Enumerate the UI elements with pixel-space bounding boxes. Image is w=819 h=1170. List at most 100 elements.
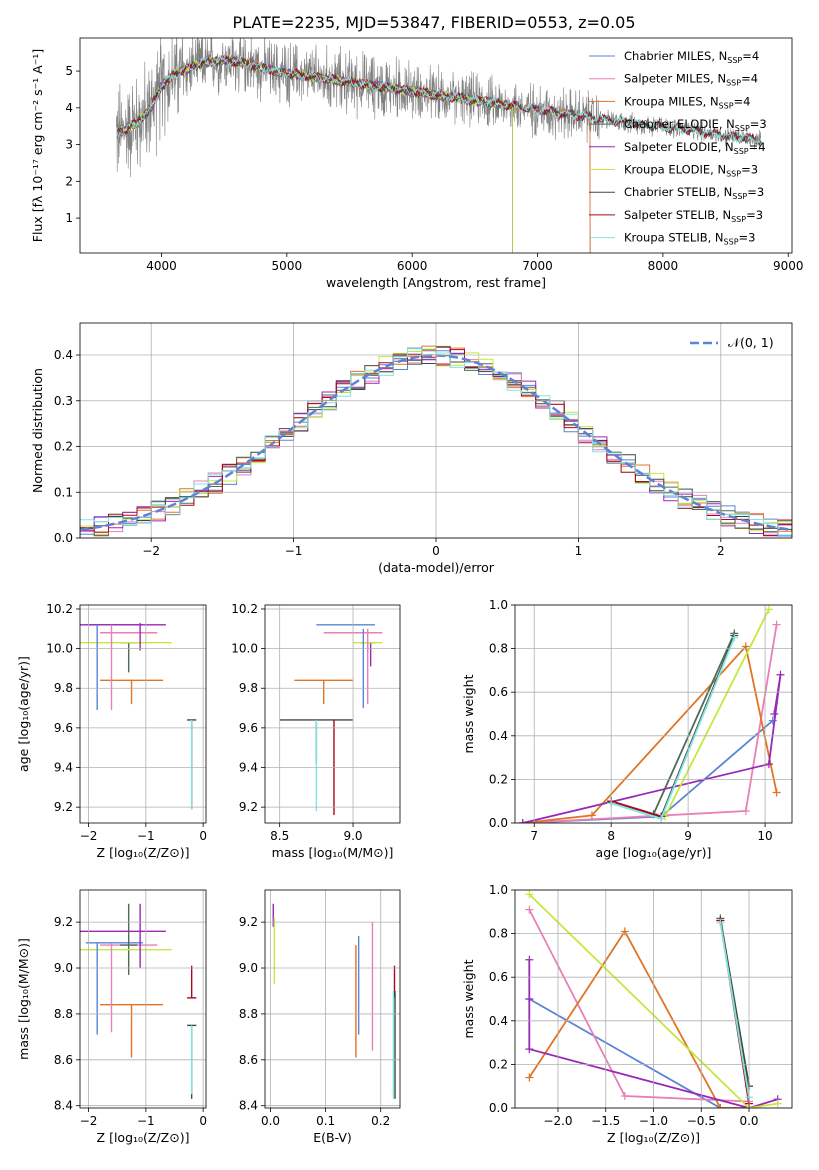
- y-tick-label: 0.0: [489, 816, 508, 830]
- legend-suffix: =4: [749, 140, 766, 154]
- legend-label: 𝒩(0, 1): [728, 335, 774, 350]
- y-tick-label: 10.2: [231, 602, 258, 616]
- y-tick-label: 0.4: [489, 1014, 508, 1028]
- y-tick-label: 0.1: [54, 485, 73, 499]
- weight-marker: [741, 642, 750, 651]
- chart-age_weight: 7 8 9 10 0.0 0.2 0.4 0.6 0.8 1.0 age [log₁₀(age/yr…: [461, 598, 793, 860]
- legend-label: Kroupa MILES, NSSP=4: [624, 94, 750, 110]
- y-tick-label: 10.2: [46, 602, 73, 616]
- y-tick-label: 1.0: [489, 883, 508, 897]
- legend-suffix: =4: [742, 49, 759, 63]
- x-tick-label: −2: [80, 1114, 98, 1128]
- x-tick-label: 8000: [648, 259, 679, 273]
- y-tick-label: 9.8: [239, 681, 258, 695]
- y-tick-label: 0.3: [54, 394, 73, 408]
- weight-marker: [525, 890, 534, 899]
- x-tick-label: 0.0: [261, 1114, 280, 1128]
- weight-line: [528, 929, 749, 1108]
- y-tick-label: 10.0: [231, 642, 258, 656]
- x-axis-label: wavelength [Angstrom, rest frame]: [326, 275, 546, 290]
- chart-mass_age: 8.5 9.0 9.2 9.4 9.6 9.8 10.0 10.2 mass [log₁₀(M/…: [231, 602, 401, 860]
- weight-line: [610, 800, 662, 818]
- y-axis-label: age [log₁₀(age/yr)]: [16, 656, 31, 772]
- x-axis-label: E(B-V): [313, 1130, 352, 1145]
- legend-subscript: SSP: [734, 147, 749, 156]
- legend-label: Kroupa ELODIE, NSSP=3: [624, 163, 758, 179]
- legend-suffix: =3: [750, 117, 767, 131]
- y-tick-label: 8.4: [239, 1099, 258, 1113]
- legend-suffix: =3: [741, 163, 758, 177]
- y-tick-label: 8.8: [239, 1007, 258, 1021]
- x-tick-label: −1: [137, 1114, 155, 1128]
- x-tick-label: −1: [285, 544, 303, 558]
- x-tick-label: 10: [757, 829, 772, 843]
- legend-subscript: SSP: [727, 56, 742, 65]
- y-tick-label: 0.4: [54, 348, 73, 362]
- x-tick-label: 8: [607, 829, 615, 843]
- weight-marker: [657, 814, 666, 823]
- axes-frame: [264, 604, 401, 824]
- weight-marker: [525, 995, 534, 1003]
- weight-marker: [730, 633, 739, 642]
- legend-subscript: SSP: [731, 215, 746, 224]
- y-axis-label: Flux [fλ 10⁻¹⁷ erg cm⁻² s⁻¹ A⁻¹]: [30, 49, 45, 242]
- y-tick-label: 0.4: [489, 729, 508, 743]
- chart-spectrum: 4000 5000 6000 7000 8000 9000 1 2 3 4 5 wavelength …: [30, 37, 804, 290]
- weight-marker: [525, 1045, 534, 1054]
- x-tick-label: 2: [717, 544, 725, 558]
- weight-line: [528, 909, 750, 1103]
- x-tick-label: −2.0: [543, 1114, 572, 1128]
- y-tick-label: 9.6: [54, 721, 73, 735]
- legend-suffix: =3: [747, 185, 764, 199]
- x-axis-label: Z [log₁₀(Z/Z⊙)]: [97, 1130, 190, 1145]
- y-tick-label: 0.6: [489, 970, 508, 984]
- weight-marker: [525, 1073, 534, 1082]
- weight-marker: [587, 811, 596, 820]
- legend-subscript: SSP: [726, 79, 741, 88]
- chart-z_weight: −2.0 −1.5 −1.0 −0.5 0.0 0.0 0.2 0.4 0.6 0.8 1.0 Z […: [461, 883, 793, 1145]
- y-tick-label: 8.4: [54, 1099, 73, 1113]
- legend-label: Chabrier ELODIE, NSSP=3: [624, 117, 767, 133]
- y-tick-label: 9.2: [54, 800, 73, 814]
- legend-suffix: =4: [741, 72, 758, 86]
- x-axis-label: age [log₁₀(age/yr)]: [596, 845, 712, 860]
- chart-z_age: −2 −1 0 9.2 9.4 9.6 9.8 10.0 10.2 Z [log₁₀(Z/Z⊙)]…: [16, 602, 207, 860]
- y-tick-label: 8.6: [239, 1053, 258, 1067]
- weight-marker: [525, 905, 534, 914]
- x-tick-label: 9000: [773, 259, 804, 273]
- weight-marker: [764, 760, 773, 769]
- legend-suffix: =3: [746, 208, 763, 222]
- chart-residuals: −2 −1 0 1 2 0.0 0.1 0.2 0.3 0.4 (data-model)/error…: [30, 322, 793, 575]
- y-tick-label: 9.4: [54, 761, 73, 775]
- x-tick-label: 0: [199, 1114, 207, 1128]
- weight-marker: [518, 819, 527, 823]
- weight-marker: [764, 605, 773, 614]
- weight-line: [610, 637, 736, 820]
- weight-marker: [620, 927, 629, 936]
- chart-ebv_mass: 0.0 0.1 0.2 8.4 8.6 8.8 9.0 9.2 E(B-V): [239, 889, 401, 1145]
- x-axis-label: (data-model)/error: [378, 560, 495, 575]
- weight-line: [522, 644, 778, 823]
- axes-frame: [514, 604, 793, 824]
- legend-subscript: SSP: [724, 238, 739, 247]
- x-axis-label: Z [log₁₀(Z/Z⊙)]: [97, 845, 190, 860]
- weight-marker: [716, 918, 725, 927]
- y-tick-label: 5: [65, 64, 73, 78]
- axes-frame: [79, 322, 793, 539]
- y-tick-label: 9.2: [239, 915, 258, 929]
- x-tick-label: 0.0: [739, 1114, 758, 1128]
- legend-suffix: =4: [734, 94, 751, 108]
- axes-frame: [79, 37, 793, 254]
- x-tick-label: 7: [530, 829, 538, 843]
- x-tick-label: 9: [684, 829, 692, 843]
- plot-area-z_weight: [525, 890, 782, 1108]
- x-axis-label: Z [log₁₀(Z/Z⊙)]: [607, 1130, 700, 1145]
- y-tick-label: 0.8: [489, 927, 508, 941]
- plot-area-z_age: [80, 622, 197, 810]
- x-tick-label: −0.5: [687, 1114, 716, 1128]
- x-tick-label: 6000: [397, 259, 428, 273]
- plot-area-mass_age: [279, 624, 383, 816]
- y-tick-label: 10.0: [46, 642, 73, 656]
- y-tick-label: 8.6: [54, 1053, 73, 1067]
- y-tick-label: 9.2: [54, 915, 73, 929]
